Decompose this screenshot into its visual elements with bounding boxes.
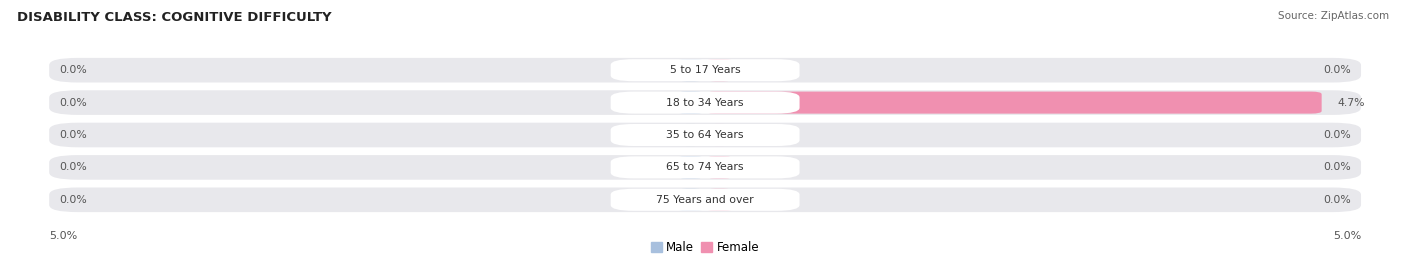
- FancyBboxPatch shape: [610, 124, 800, 146]
- FancyBboxPatch shape: [706, 92, 1322, 114]
- Text: 0.0%: 0.0%: [1323, 195, 1351, 205]
- Text: 5.0%: 5.0%: [1333, 231, 1361, 241]
- Text: 0.0%: 0.0%: [1323, 162, 1351, 173]
- FancyBboxPatch shape: [49, 155, 1361, 180]
- Text: 75 Years and over: 75 Years and over: [657, 195, 754, 205]
- Text: 0.0%: 0.0%: [59, 195, 87, 205]
- FancyBboxPatch shape: [610, 156, 800, 178]
- FancyBboxPatch shape: [49, 123, 1361, 147]
- Text: 0.0%: 0.0%: [59, 97, 87, 108]
- FancyBboxPatch shape: [610, 189, 800, 211]
- FancyBboxPatch shape: [49, 187, 1361, 212]
- Text: 0.0%: 0.0%: [59, 162, 87, 173]
- FancyBboxPatch shape: [49, 90, 1361, 115]
- Text: 0.0%: 0.0%: [59, 65, 87, 75]
- Text: 5.0%: 5.0%: [49, 231, 77, 241]
- Text: 65 to 74 Years: 65 to 74 Years: [666, 162, 744, 173]
- FancyBboxPatch shape: [706, 189, 734, 211]
- FancyBboxPatch shape: [676, 189, 706, 211]
- Text: 0.0%: 0.0%: [1323, 65, 1351, 75]
- Text: 4.7%: 4.7%: [1337, 97, 1365, 108]
- FancyBboxPatch shape: [676, 156, 706, 178]
- Legend: Male, Female: Male, Female: [647, 236, 763, 259]
- FancyBboxPatch shape: [676, 59, 706, 81]
- Text: 18 to 34 Years: 18 to 34 Years: [666, 97, 744, 108]
- FancyBboxPatch shape: [49, 58, 1361, 83]
- FancyBboxPatch shape: [676, 92, 706, 114]
- Text: Source: ZipAtlas.com: Source: ZipAtlas.com: [1278, 11, 1389, 21]
- FancyBboxPatch shape: [706, 59, 734, 81]
- FancyBboxPatch shape: [676, 124, 706, 146]
- FancyBboxPatch shape: [706, 156, 734, 178]
- FancyBboxPatch shape: [610, 59, 800, 81]
- Text: 0.0%: 0.0%: [1323, 130, 1351, 140]
- Text: 5 to 17 Years: 5 to 17 Years: [669, 65, 741, 75]
- FancyBboxPatch shape: [610, 92, 800, 114]
- Text: 0.0%: 0.0%: [59, 130, 87, 140]
- Text: DISABILITY CLASS: COGNITIVE DIFFICULTY: DISABILITY CLASS: COGNITIVE DIFFICULTY: [17, 11, 332, 24]
- Text: 35 to 64 Years: 35 to 64 Years: [666, 130, 744, 140]
- FancyBboxPatch shape: [706, 124, 734, 146]
